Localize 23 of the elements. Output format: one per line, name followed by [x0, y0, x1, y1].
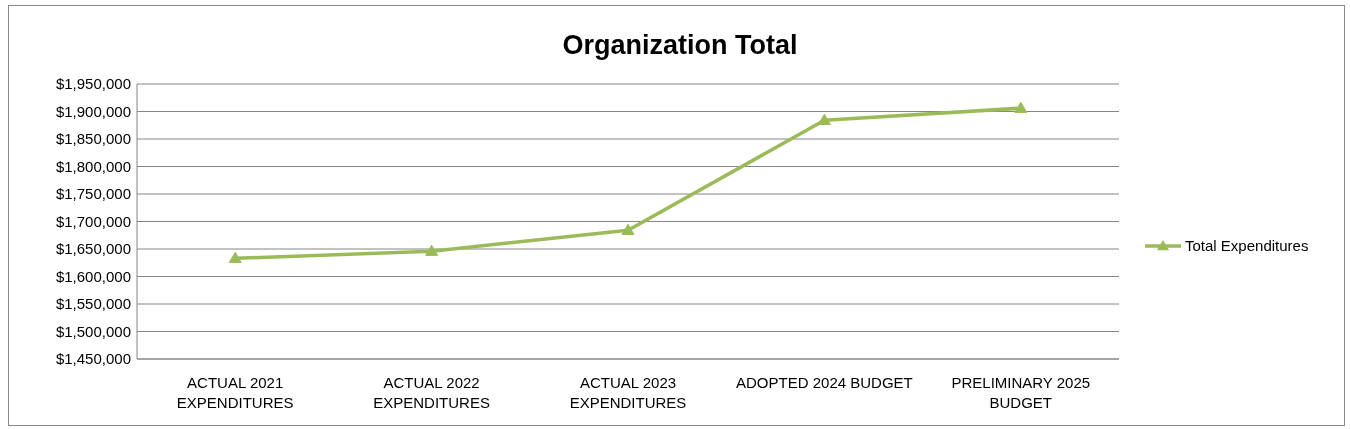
x-tick-label: ACTUAL 2021 EXPENDITURES: [176, 374, 294, 411]
point: [425, 244, 439, 256]
point: [228, 251, 242, 264]
y-tick-label: $1,850,000: [55, 130, 131, 148]
point: [621, 223, 635, 235]
y-tick-label: $1,550,000: [55, 295, 131, 313]
point: [817, 113, 831, 125]
y-tick-label: $1,800,000: [55, 157, 131, 175]
x-tick-label: ADOPTED 2024 BUDGET: [736, 374, 913, 391]
y-tick-label: $1,500,000: [55, 322, 131, 340]
y-tick-label: $1,600,000: [55, 267, 131, 285]
legend-label: Total Expenditures: [1185, 237, 1309, 255]
y-tick-label: $1,750,000: [55, 185, 131, 203]
x-tick-label: PRELIMINARY 2025 BUDGET: [951, 374, 1091, 411]
y-tick-label: $1,950,000: [55, 75, 131, 93]
y-tick-label: $1,450,000: [55, 350, 131, 368]
y-tick-label: $1,900,000: [55, 102, 131, 120]
y-tick-label: $1,700,000: [55, 212, 131, 230]
chart-title: Organization Total: [562, 30, 798, 60]
y-tick-label: $1,650,000: [55, 240, 131, 258]
x-tick-label: ACTUAL 2023 EXPENDITURES: [569, 374, 687, 411]
x-tick-label: ACTUAL 2022 EXPENDITURES: [373, 374, 490, 411]
point: [1014, 101, 1028, 113]
